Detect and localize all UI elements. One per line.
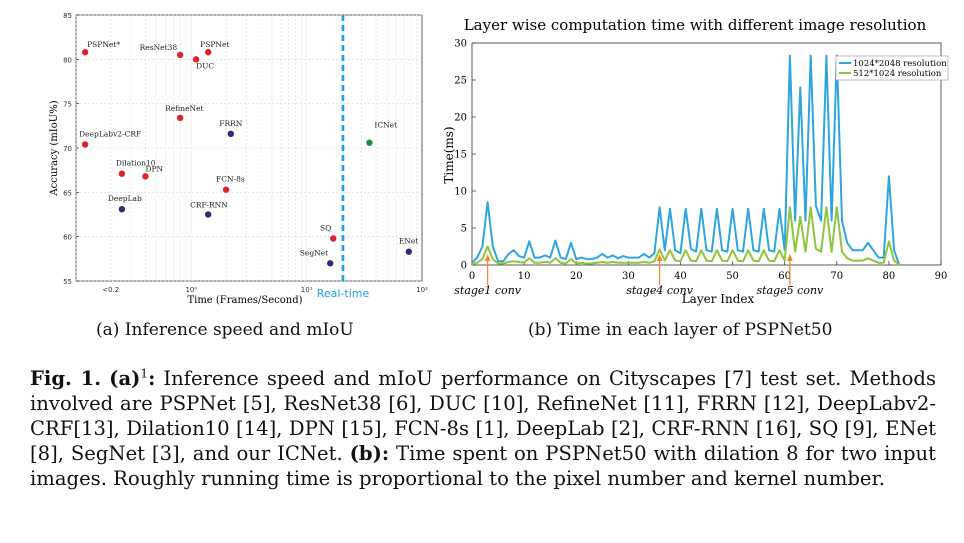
data-label: RefineNet — [165, 104, 203, 113]
x-tick-label: 50 — [726, 271, 739, 282]
data-point-dilation10 — [118, 170, 126, 177]
legend-label: 1024*2048 resolution — [853, 59, 947, 69]
series-line-1 — [471, 54, 901, 266]
data-point-refinenet — [176, 114, 184, 122]
figure: 55 60 65 70 75 80 85 <0.2 10⁰ 10¹ 10² PSPNet* ResN… — [49, 12, 949, 306]
x-tick-label: 10⁰ — [185, 286, 197, 294]
y-tick-label: 80 — [63, 56, 72, 64]
caption-text-b: Time spent on PSPNet50 with dilation 8 f… — [30, 442, 936, 490]
x-tick-label: 60 — [778, 271, 791, 282]
y-tick-label: 85 — [63, 12, 72, 20]
line-x-ticks: 0 10 20 30 40 50 60 70 80 90 — [469, 261, 948, 282]
data-label: ResNet38 — [140, 43, 178, 52]
x-tick-label: 10² — [416, 286, 428, 294]
x-tick-label: 10 — [518, 271, 531, 282]
data-point-segnet — [327, 260, 334, 267]
data-label: FRRN — [219, 119, 242, 128]
annotation-label: stage5 conv — [756, 284, 824, 297]
y-tick-label: 5 — [461, 224, 467, 235]
x-tick-label: 90 — [935, 271, 948, 282]
data-point-duc — [192, 56, 200, 63]
y-tick-label: 15 — [454, 150, 467, 161]
data-point-deeplab — [118, 205, 126, 213]
data-label: ENet — [399, 237, 419, 246]
data-point-icnet — [366, 139, 373, 146]
line-y-ticks: 0 5 10 15 20 25 30 — [454, 39, 476, 272]
scatter-x-ticks: <0.2 10⁰ 10¹ 10² — [102, 286, 428, 294]
scatter-x-label: Time (Frames/Second) — [187, 295, 302, 306]
data-label: DeepLab — [108, 194, 142, 203]
line-x-label: Layer Index — [682, 292, 755, 306]
x-tick-label: <0.2 — [102, 286, 119, 294]
data-point-enet — [405, 248, 413, 255]
realtime-label: Real-time — [317, 287, 370, 300]
line-y-label: Time(ms) — [442, 126, 456, 183]
annotation-arrowhead — [484, 254, 491, 261]
y-tick-label: 20 — [454, 113, 467, 124]
y-tick-label: 70 — [63, 145, 72, 153]
y-tick-label: 30 — [454, 39, 467, 50]
stage-annotations: stage1 conv stage4 conv stage5 conv — [454, 254, 824, 297]
data-label: ICNet — [374, 121, 397, 130]
data-label: Dilation10 — [116, 159, 156, 168]
data-point-resnet38 — [176, 51, 184, 59]
data-label: CRF-RNN — [190, 201, 228, 210]
x-tick-label: 40 — [674, 271, 687, 282]
caption-a-tag: (a) — [109, 367, 141, 390]
data-label: SegNet — [300, 248, 328, 257]
x-tick-label: 10¹ — [301, 286, 313, 294]
series-line-2 — [471, 206, 900, 266]
data-point-sq — [330, 235, 337, 242]
data-point-crf-rnn — [204, 211, 212, 218]
scatter-y-ticks: 55 60 65 70 75 80 85 — [63, 12, 79, 286]
x-tick-label: 70 — [830, 271, 843, 282]
y-tick-label: 10 — [454, 187, 467, 198]
y-tick-label: 55 — [63, 278, 72, 286]
data-label: DPN — [145, 164, 163, 173]
caption-b-tag: (b): — [349, 442, 390, 465]
caption-text-a: Inference speed and mIoU performance on … — [30, 367, 937, 465]
caption-footnote-mark: 1 — [140, 366, 149, 381]
data-label: DUC — [196, 61, 214, 70]
data-label: PSPNet* — [87, 40, 120, 49]
x-tick-label: 30 — [622, 271, 635, 282]
annotation-arrowhead — [786, 254, 793, 261]
data-point-frrn — [227, 130, 235, 138]
data-label: FCN-8s — [216, 175, 245, 184]
data-point-deeplabv2-crf — [81, 141, 89, 148]
scatter-y-label: Accuracy (mIoU%) — [49, 100, 60, 196]
x-tick-label: 20 — [570, 271, 583, 282]
subcaption-a: (a) Inference speed and mIoU — [96, 320, 354, 340]
scatter-points: PSPNet* ResNet38 PSPNet DUC RefineNet FRRN Dee… — [79, 40, 419, 267]
y-tick-label: 60 — [63, 234, 72, 242]
annotation-arrowhead — [656, 254, 663, 261]
scatter-chart: 55 60 65 70 75 80 85 <0.2 10⁰ 10¹ 10² PSPNet* ResN… — [49, 12, 428, 306]
legend-box — [835, 55, 949, 81]
figure-caption: Fig. 1. (a)1: Inference speed and mIoU p… — [30, 366, 936, 491]
line-series — [471, 54, 901, 266]
data-point-fcn-8s — [222, 186, 230, 193]
line-chart: Layer wise computation time with differe… — [442, 16, 949, 306]
scatter-grid — [75, 14, 422, 282]
data-label: SQ — [320, 223, 331, 232]
data-point-dpn — [142, 173, 149, 180]
annotation-label: stage4 conv — [626, 284, 694, 297]
y-tick-label: 25 — [454, 76, 467, 87]
subcaption-b: (b) Time in each layer of PSPNet50 — [528, 320, 833, 340]
annotation-label: stage1 conv — [454, 284, 522, 297]
y-tick-label: 0 — [461, 261, 467, 272]
line-chart-title: Layer wise computation time with differe… — [464, 16, 927, 34]
y-tick-label: 75 — [63, 101, 72, 109]
caption-a-colon: : — [148, 367, 156, 390]
caption-label: Fig. 1. — [30, 367, 102, 390]
x-tick-label: 80 — [883, 271, 896, 282]
data-point-pspnet — [204, 49, 212, 56]
y-tick-label: 65 — [63, 189, 72, 197]
x-tick-label: 0 — [469, 271, 475, 282]
data-label: PSPNet — [200, 40, 229, 49]
data-label: DeepLabv2-CRF — [79, 129, 141, 138]
legend-label: 512*1024 resolution — [853, 69, 942, 79]
data-point-pspnet- — [81, 49, 89, 56]
